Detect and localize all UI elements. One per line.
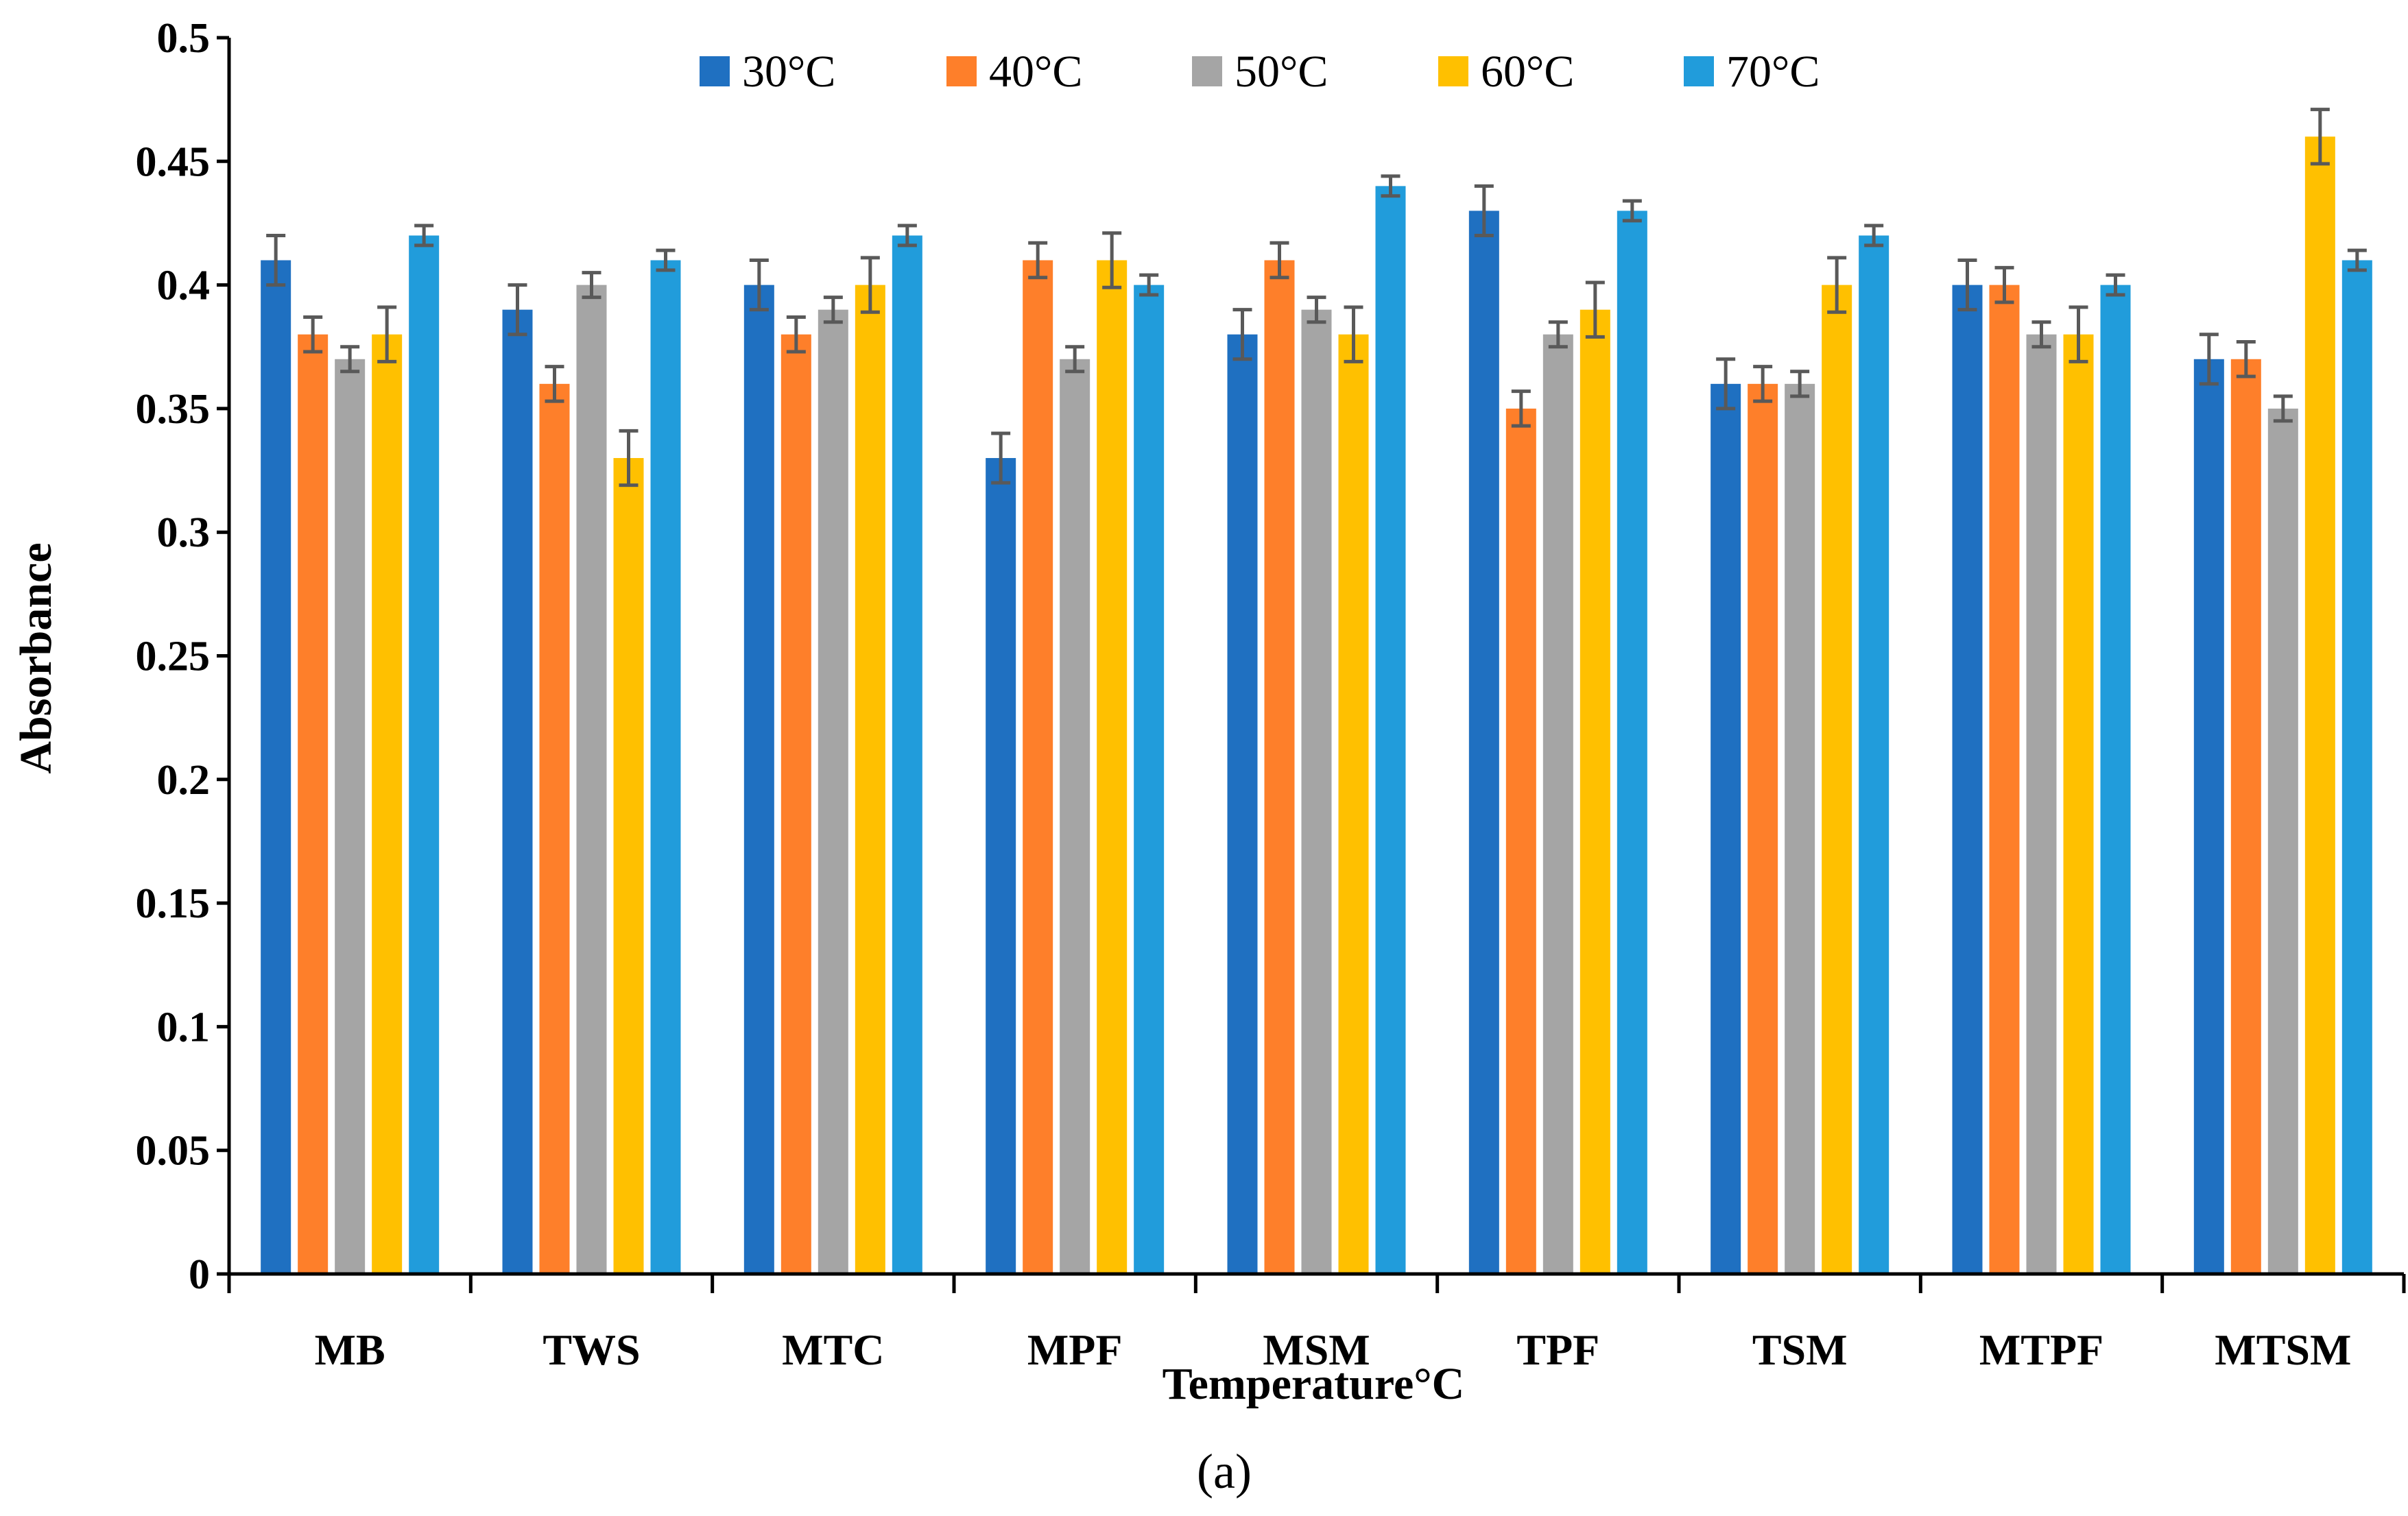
bar-mpf-5: [1134, 285, 1165, 1275]
figure-caption: (a): [1197, 1444, 1252, 1499]
bar-tws-3: [576, 285, 607, 1275]
x-category-label: TSM: [1752, 1325, 1848, 1374]
x-category-label: MPF: [1027, 1325, 1123, 1374]
x-category-label: TPF: [1516, 1325, 1599, 1374]
bar-mtpf-4: [2063, 334, 2094, 1275]
x-category-label: MTPF: [1979, 1325, 2103, 1374]
legend-label: 70°C: [1726, 47, 1820, 97]
axes-layer: [217, 36, 2406, 1293]
legend-swatch: [946, 56, 977, 86]
bar-mtsm-1: [2193, 359, 2224, 1274]
legend-label: 50°C: [1235, 47, 1328, 97]
legend-label: 40°C: [989, 47, 1082, 97]
bar-mb-4: [372, 334, 403, 1275]
bar-tws-2: [539, 383, 570, 1274]
y-tick-label: 0.35: [136, 386, 211, 433]
bar-mtc-3: [818, 309, 848, 1274]
bar-tsm-2: [1748, 383, 1778, 1274]
bar-tws-5: [650, 260, 681, 1274]
bar-tsm-5: [1859, 235, 1890, 1275]
y-tick-label: 0.05: [136, 1128, 211, 1175]
bar-mtpf-5: [2100, 285, 2131, 1275]
x-category-label: MTSM: [2215, 1325, 2351, 1374]
bar-tpf-4: [1579, 309, 1610, 1274]
bar-mtc-2: [780, 334, 811, 1275]
bar-msm-2: [1264, 260, 1295, 1274]
bar-msm-5: [1375, 186, 1406, 1274]
bar-tsm-3: [1785, 383, 1815, 1274]
y-axis-title: Absorbance: [11, 542, 61, 773]
bar-mpf-1: [986, 458, 1016, 1274]
bar-msm-3: [1301, 309, 1332, 1274]
x-category-label: MB: [315, 1325, 385, 1374]
legend-swatch: [1438, 56, 1468, 86]
x-category-label: MSM: [1263, 1325, 1370, 1374]
x-axis-title: Temperature°C: [1163, 1359, 1465, 1409]
legend-swatch: [700, 56, 730, 86]
legend: 30°C 40°C 50°C 60°C 70°C: [700, 47, 1820, 97]
y-tick-label: 0.2: [157, 757, 211, 804]
bar-msm-1: [1227, 334, 1258, 1275]
bar-mb-5: [409, 235, 440, 1275]
bar-mtsm-5: [2341, 260, 2372, 1274]
bar-tpf-2: [1505, 408, 1536, 1274]
bar-tpf-1: [1468, 210, 1499, 1274]
bar-mtc-4: [855, 285, 885, 1275]
bar-tsm-1: [1710, 383, 1741, 1274]
bar-tpf-3: [1542, 334, 1573, 1275]
bar-mtc-5: [892, 235, 922, 1275]
bar-mtsm-4: [2304, 136, 2335, 1275]
legend-swatch: [1684, 56, 1714, 86]
y-tick-label: 0: [189, 1251, 210, 1298]
bar-mtc-1: [743, 285, 774, 1275]
legend-label: 30°C: [742, 47, 835, 97]
bar-mpf-4: [1097, 260, 1128, 1274]
y-tick-label: 0.3: [157, 509, 211, 556]
legend-swatch: [1192, 56, 1222, 86]
bar-msm-4: [1338, 334, 1369, 1275]
bar-tws-1: [502, 309, 533, 1274]
bar-tsm-4: [1822, 285, 1852, 1275]
bar-mb-2: [298, 334, 329, 1275]
bar-mtpf-1: [1952, 285, 1983, 1275]
y-tick-label: 0.4: [157, 263, 211, 309]
bar-mb-3: [335, 359, 366, 1274]
x-category-label: MTC: [782, 1325, 884, 1374]
y-tick-label: 0.25: [136, 634, 211, 680]
bar-mtpf-2: [1989, 285, 2020, 1275]
bar-mtsm-2: [2230, 359, 2261, 1274]
bars-layer: [261, 136, 2372, 1275]
bar-mpf-2: [1023, 260, 1053, 1274]
x-category-label: TWS: [543, 1325, 640, 1374]
bar-tpf-5: [1617, 210, 1647, 1274]
y-tick-label: 0.45: [136, 139, 211, 185]
y-tick-label: 0.1: [157, 1004, 211, 1050]
bar-mtsm-3: [2267, 408, 2298, 1274]
bar-tws-4: [613, 458, 644, 1274]
y-tick-label: 0.5: [157, 15, 211, 62]
y-tick-label: 0.15: [136, 880, 211, 927]
error-bars-layer: [266, 108, 2367, 488]
bar-mb-1: [261, 260, 291, 1274]
bar-mpf-3: [1060, 359, 1090, 1274]
bar-mtpf-3: [2026, 334, 2057, 1275]
labels-layer: 0 0.05 0.1 0.15 0.2 0.25 0.3 0.35 0.4 0.45 0.5 MB TW…: [136, 15, 2352, 1374]
legend-label: 60°C: [1481, 47, 1574, 97]
